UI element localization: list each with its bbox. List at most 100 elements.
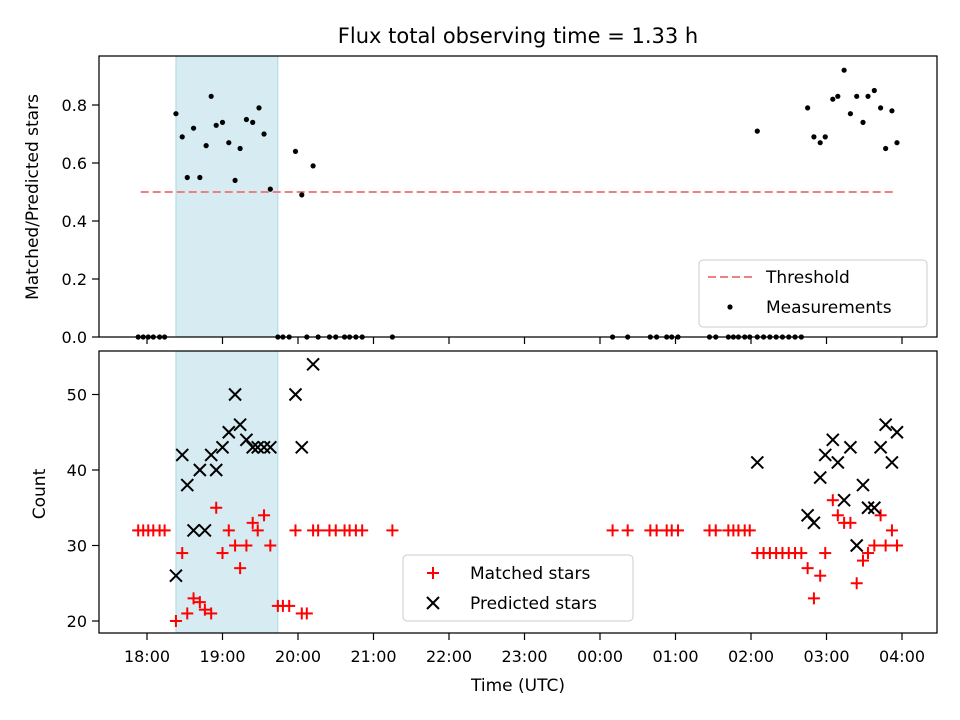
matched-star-point: [879, 539, 892, 552]
measurement-point: [754, 128, 760, 134]
predicted-star-point: [873, 440, 888, 455]
predicted-star-point: [169, 568, 183, 583]
matched-star-point: [187, 592, 200, 605]
y-tick-label: 0.8: [62, 96, 87, 115]
measurement-point: [267, 186, 273, 192]
cross-stroke-b: [818, 448, 832, 462]
cross-stroke-b: [288, 387, 303, 402]
predicted-star-point: [180, 478, 194, 492]
measurement-point: [865, 93, 871, 99]
predicted-star-point: [257, 440, 271, 455]
chart-title: Flux total observing time = 1.33 h: [338, 24, 698, 48]
matched-star-point: [743, 524, 756, 537]
cross-stroke-b: [209, 463, 223, 477]
measurement-point: [226, 140, 232, 146]
y-tick-label: 0.4: [62, 212, 87, 231]
top-y-ticks: 0.0 0.2 0.4 0.6 0.8: [62, 96, 99, 347]
cross-stroke-b: [826, 433, 840, 447]
predicted-star-point: [193, 463, 207, 477]
matched-star-point: [801, 562, 814, 575]
matched-star-point: [205, 607, 218, 620]
cross-stroke-b: [750, 455, 764, 470]
cross-stroke-b: [257, 440, 271, 455]
predicted-star-point: [245, 440, 260, 455]
cross-stroke-b: [800, 508, 815, 523]
y-tick-label: 30: [67, 537, 87, 556]
matched-star-point: [158, 524, 171, 537]
measurement-point: [261, 131, 267, 137]
top-panel: 0.00.20.40.60.8 Matched/Predicted stars …: [23, 55, 938, 347]
top-y-axis-label: Matched/Predicted stars: [23, 94, 43, 300]
legend-measurement-label: Measurements: [766, 298, 892, 318]
measurement-point: [310, 163, 316, 169]
matched-star-point: [216, 547, 229, 560]
bottom-shaded-span: [175, 350, 279, 634]
cross-stroke-b: [169, 568, 183, 583]
top-legend: Threshold Measurements: [698, 259, 928, 328]
legend-predicted-swatch: [426, 596, 440, 610]
predicted-star-point: [807, 516, 821, 530]
legend-measurement-swatch: [727, 304, 733, 310]
predicted-star-point: [856, 478, 870, 492]
predicted-star-point: [306, 357, 320, 372]
legend-matched-label: Matched stars: [470, 564, 590, 584]
y-tick-label: 0.6: [62, 154, 87, 173]
predicted-star-point: [843, 440, 858, 455]
cross-stroke-b: [867, 501, 882, 515]
cross-stroke-b: [873, 440, 888, 455]
cross-stroke-b: [228, 387, 242, 402]
top-x-ticks: [146, 337, 903, 344]
cross-stroke-b: [849, 538, 864, 553]
matched-star-point: [251, 524, 264, 537]
matched-star-point: [621, 524, 634, 537]
matched-star-point: [856, 554, 869, 567]
legend-predicted-label: Predicted stars: [470, 594, 597, 614]
predicted-star-point: [228, 387, 242, 402]
matched-star-point: [222, 524, 235, 537]
measurement-point: [197, 174, 203, 181]
y-tick-label: 0.0: [62, 328, 87, 347]
matched-star-point: [312, 524, 325, 537]
cross-stroke-b: [193, 463, 207, 477]
measurement-point: [292, 148, 299, 154]
measurement-point: [805, 105, 811, 111]
matched-star-point: [300, 607, 313, 620]
matched-star-point: [672, 524, 685, 537]
cross-stroke-b: [843, 440, 858, 455]
bottom-axes-frame: [98, 350, 938, 634]
top-axes-frame: [98, 55, 938, 338]
cross-stroke-b: [215, 440, 230, 455]
predicted-star-point: [890, 425, 904, 439]
measurement-point: [237, 145, 243, 152]
matched-star-point: [258, 509, 271, 522]
x-axis-label: Time (UTC): [470, 676, 565, 696]
cross-stroke-b: [204, 448, 218, 462]
matched-star-point: [356, 524, 369, 537]
matched-star-point: [862, 547, 875, 560]
matched-star-point: [826, 494, 839, 507]
measurement-point: [203, 143, 209, 149]
predicted-star-point: [263, 440, 278, 455]
matched-star-point: [795, 547, 808, 560]
cross-stroke-b: [878, 417, 893, 432]
cross-stroke-b: [837, 493, 851, 507]
bottom-x-ticks: 18:00 19:00 20:00 21:00 22:00 23:00 00:00 01:00…: [124, 633, 925, 666]
top-legend-frame: [698, 259, 928, 328]
predicted-star-point: [175, 448, 189, 462]
cross-stroke-b: [186, 523, 201, 538]
measurement-point: [299, 192, 305, 198]
matched-star-point: [246, 516, 259, 529]
predicted-star-point: [222, 425, 236, 439]
cross-stroke-b: [245, 440, 260, 455]
matched-star-point: [709, 524, 722, 537]
measurement-point: [883, 145, 889, 152]
matched-star-point: [650, 524, 663, 537]
predicted-star-point: [849, 538, 864, 553]
x-tick-label: 02:00: [728, 647, 774, 666]
measurement-point: [841, 67, 847, 73]
measurement-point: [835, 93, 841, 99]
matched-star-point: [606, 524, 619, 537]
predicted-star-point: [233, 417, 247, 432]
y-tick-label: 50: [67, 386, 87, 405]
measurement-point: [250, 119, 256, 125]
